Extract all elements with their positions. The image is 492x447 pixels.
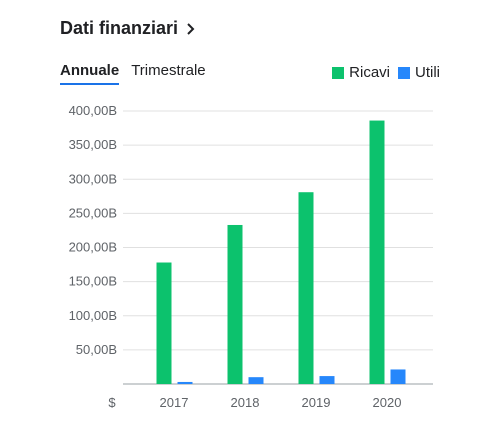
section-title: Dati finanziari bbox=[60, 18, 179, 38]
bar-profit bbox=[177, 381, 193, 384]
y-tick-label: 100,00B bbox=[69, 308, 117, 323]
y-tick-label: 400,00B bbox=[69, 103, 117, 118]
tab-quarterly[interactable]: Trimestrale bbox=[131, 62, 206, 79]
y-tick-label: 50,00B bbox=[76, 342, 117, 357]
profit-swatch bbox=[398, 66, 410, 79]
bar-revenue bbox=[369, 120, 385, 385]
period-tabs: Annuale Trimestrale bbox=[60, 62, 206, 85]
y-unit-label: $ bbox=[108, 395, 116, 410]
y-tick-label: 300,00B bbox=[69, 171, 117, 186]
bar-profit bbox=[248, 377, 264, 384]
y-tick-label: 350,00B bbox=[69, 137, 117, 152]
x-tick-label: 2018 bbox=[231, 395, 260, 410]
legend-label-revenue: Ricavi bbox=[349, 64, 390, 81]
x-tick-label: 2017 bbox=[160, 395, 189, 410]
legend-label-profit: Utili bbox=[415, 64, 440, 81]
x-tick-label: 2019 bbox=[302, 395, 331, 410]
chart-legend: Ricavi Utili bbox=[332, 64, 440, 81]
legend-item-profit: Utili bbox=[398, 64, 440, 81]
bar-revenue bbox=[298, 192, 314, 384]
y-tick-label: 150,00B bbox=[69, 274, 117, 289]
financials-title-link[interactable]: Dati finanziari bbox=[60, 18, 198, 39]
legend-item-revenue: Ricavi bbox=[332, 64, 390, 81]
tab-annual[interactable]: Annuale bbox=[60, 62, 120, 85]
bar-profit bbox=[390, 369, 406, 384]
bar-revenue bbox=[156, 262, 172, 384]
bar-revenue bbox=[227, 224, 243, 384]
bar-profit bbox=[319, 376, 335, 384]
revenue-swatch bbox=[332, 66, 345, 79]
y-tick-label: 200,00B bbox=[69, 240, 117, 255]
y-tick-label: 250,00B bbox=[69, 205, 117, 220]
chevron-right-icon bbox=[187, 22, 195, 35]
x-tick-label: 2020 bbox=[373, 395, 402, 410]
